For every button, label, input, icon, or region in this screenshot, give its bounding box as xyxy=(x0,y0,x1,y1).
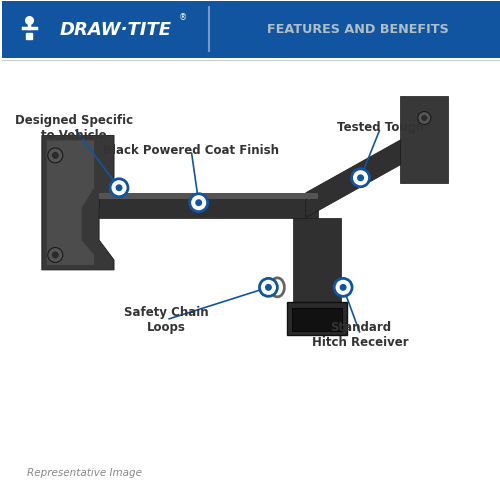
Text: Safety Chain
Loops: Safety Chain Loops xyxy=(124,306,208,334)
Text: ®: ® xyxy=(179,13,187,22)
Circle shape xyxy=(422,115,428,121)
Circle shape xyxy=(52,252,59,258)
Text: Representative Image: Representative Image xyxy=(27,468,142,478)
Polygon shape xyxy=(306,133,413,218)
Text: DRAW·TITE: DRAW·TITE xyxy=(60,20,172,38)
Bar xyxy=(99,192,318,218)
Circle shape xyxy=(190,194,208,212)
Text: FEATURES AND BENEFITS: FEATURES AND BENEFITS xyxy=(267,23,449,36)
Bar xyxy=(99,192,318,198)
Circle shape xyxy=(334,278,352,296)
Circle shape xyxy=(52,152,59,159)
Circle shape xyxy=(418,112,431,124)
Bar xyxy=(2,1,500,58)
Circle shape xyxy=(336,282,347,293)
Circle shape xyxy=(357,174,364,182)
Text: Standard
Hitch Receiver: Standard Hitch Receiver xyxy=(312,320,409,348)
Bar xyxy=(294,218,341,308)
Bar xyxy=(292,308,342,331)
Text: Black Powered Coat Finish: Black Powered Coat Finish xyxy=(103,144,279,157)
Polygon shape xyxy=(42,136,114,270)
Circle shape xyxy=(195,199,202,206)
Text: Designed Specific
to Vehicle: Designed Specific to Vehicle xyxy=(15,114,134,142)
Circle shape xyxy=(352,169,370,187)
Circle shape xyxy=(48,148,62,163)
Polygon shape xyxy=(47,140,94,265)
Circle shape xyxy=(110,179,128,196)
Circle shape xyxy=(260,278,278,296)
Circle shape xyxy=(340,284,346,291)
Bar xyxy=(288,302,346,334)
Circle shape xyxy=(48,248,62,262)
Circle shape xyxy=(265,284,272,291)
Polygon shape xyxy=(400,96,448,183)
Text: Tested Tough: Tested Tough xyxy=(337,122,424,134)
Circle shape xyxy=(116,184,122,191)
